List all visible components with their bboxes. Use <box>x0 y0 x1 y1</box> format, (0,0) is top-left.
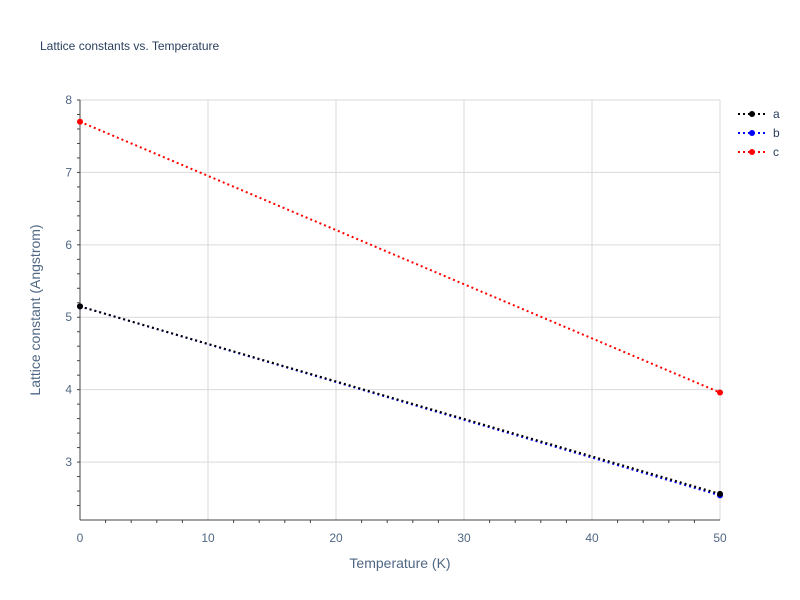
series-line-a <box>79 305 721 495</box>
x-tick-label: 30 <box>457 531 471 545</box>
y-tick-label: 3 <box>65 455 72 469</box>
series-b <box>77 303 723 499</box>
axes: 0 10 20 30 40 50 3 4 5 6 7 8 <box>65 93 727 545</box>
y-tick-label: 6 <box>65 238 72 252</box>
legend-label: a <box>773 107 780 121</box>
series-layer <box>77 118 723 499</box>
y-axis-title: Lattice constant (Angstrom) <box>27 224 43 395</box>
legend-marker <box>749 130 755 136</box>
series-a <box>77 303 723 497</box>
y-tick-label: 8 <box>65 93 72 107</box>
y-tick-label: 7 <box>65 165 72 179</box>
legend-label: b <box>773 126 780 140</box>
legend: abc <box>738 107 780 159</box>
x-tick-label: 40 <box>585 531 599 545</box>
x-tick-label: 10 <box>201 531 215 545</box>
legend-label: c <box>773 145 779 159</box>
y-tick-label: 5 <box>65 310 72 324</box>
legend-marker <box>749 111 755 117</box>
x-tick-label: 0 <box>77 531 84 545</box>
legend-marker <box>749 149 755 155</box>
series-c <box>77 118 723 396</box>
x-tick-label: 20 <box>329 531 343 545</box>
data-point-a[interactable] <box>717 490 723 497</box>
data-point-c[interactable] <box>77 118 83 125</box>
x-axis-title: Temperature (K) <box>349 555 450 571</box>
legend-item-a[interactable]: a <box>738 107 780 121</box>
y-tick-label: 4 <box>65 383 72 397</box>
chart-title: Lattice constants vs. Temperature <box>40 39 220 53</box>
series-line-c <box>79 120 721 394</box>
legend-item-c[interactable]: c <box>738 145 779 159</box>
x-tick-label: 50 <box>713 531 727 545</box>
legend-item-b[interactable]: b <box>738 126 780 140</box>
data-point-a[interactable] <box>77 303 83 310</box>
data-point-c[interactable] <box>717 389 723 396</box>
grid <box>79 99 721 520</box>
